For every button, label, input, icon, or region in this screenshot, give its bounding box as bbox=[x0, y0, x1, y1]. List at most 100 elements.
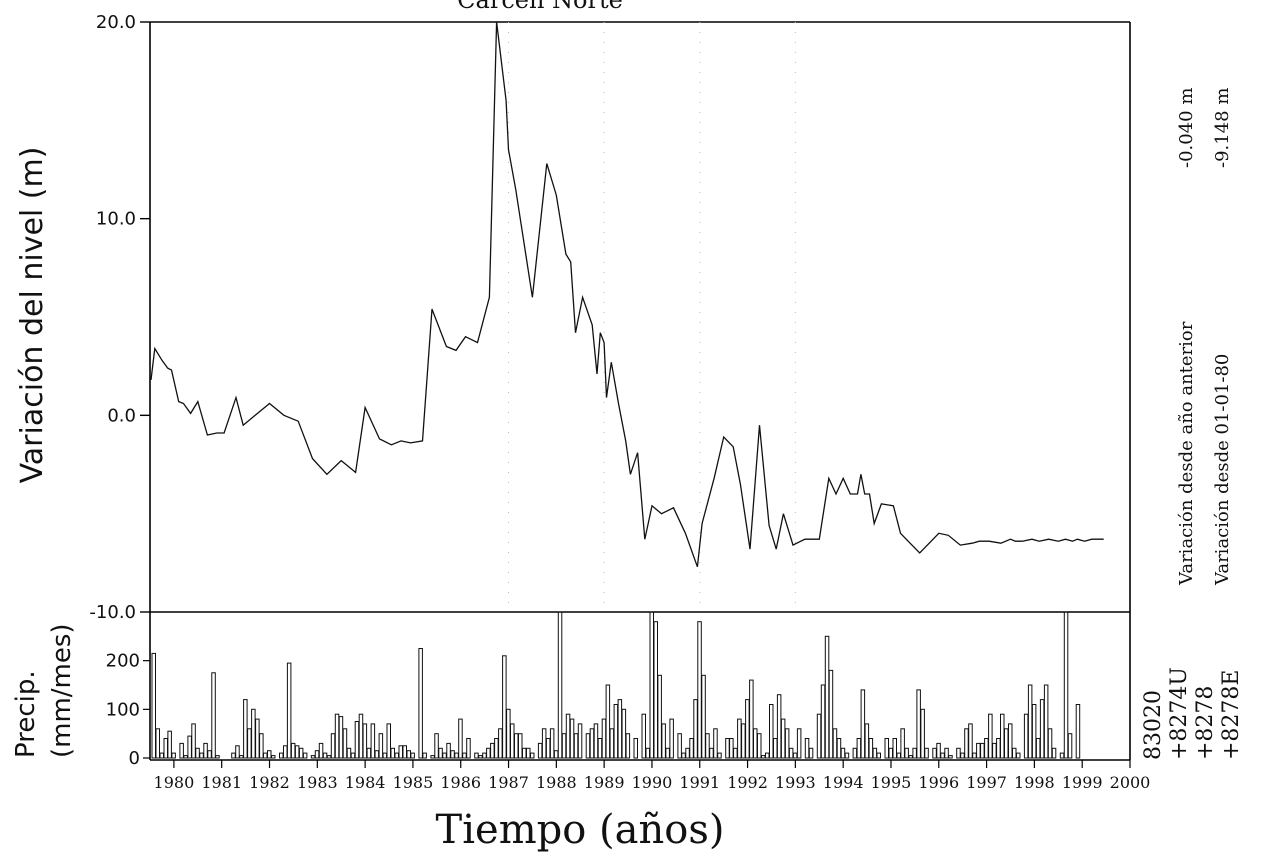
precip-bar bbox=[968, 723, 973, 759]
precip-bar bbox=[183, 755, 188, 759]
precip-bar bbox=[239, 755, 244, 759]
precip-bar bbox=[494, 738, 499, 759]
station-code: +8278E bbox=[1219, 670, 1244, 760]
precip-bar bbox=[621, 708, 627, 759]
precip-bar bbox=[374, 750, 380, 759]
precip-bar bbox=[776, 694, 782, 759]
precip-bar bbox=[976, 742, 981, 759]
precip-bar bbox=[322, 752, 328, 759]
precip-bar bbox=[502, 655, 507, 759]
precip-bar bbox=[577, 723, 583, 759]
precip-bar bbox=[350, 752, 356, 759]
precip-bar bbox=[988, 713, 993, 759]
precip-bar bbox=[749, 679, 754, 759]
precip-bar bbox=[462, 752, 467, 759]
side-label-anterior: Variación desde año anterior bbox=[1176, 321, 1197, 586]
precip-bar bbox=[203, 742, 208, 759]
precip-bar bbox=[980, 742, 985, 759]
precip-bar bbox=[530, 752, 535, 759]
precip-bar bbox=[689, 738, 694, 759]
precip-bar bbox=[625, 733, 631, 759]
precip-bar bbox=[565, 713, 571, 759]
precip-bar bbox=[920, 708, 925, 759]
precip-bar bbox=[286, 662, 292, 759]
precip-bar bbox=[681, 752, 686, 759]
precip-bar bbox=[438, 747, 443, 759]
precip-bar bbox=[171, 752, 176, 759]
precip-bar bbox=[537, 742, 543, 759]
precip-bar bbox=[490, 742, 495, 759]
precip-bar bbox=[1039, 699, 1045, 759]
precip-bar bbox=[601, 718, 607, 759]
precip-bar bbox=[996, 738, 1001, 759]
precip-bar bbox=[892, 738, 897, 759]
precip-bar bbox=[697, 621, 702, 759]
precip-bar bbox=[155, 728, 160, 759]
precip-bar bbox=[302, 752, 308, 759]
precip-bar bbox=[932, 747, 937, 759]
precip-bar bbox=[402, 745, 407, 759]
precip-bar bbox=[729, 738, 734, 759]
precip-bar bbox=[765, 752, 770, 759]
precip-bar bbox=[366, 747, 372, 759]
precip-bar bbox=[773, 738, 778, 759]
precip-bar bbox=[884, 738, 889, 759]
x-axis-title: Tiempo (años) bbox=[436, 807, 725, 853]
station-code: 83020 bbox=[1141, 690, 1166, 760]
precip-bar bbox=[235, 745, 240, 759]
precip-bar bbox=[669, 718, 674, 759]
precip-bar bbox=[1063, 611, 1069, 759]
precip-bar bbox=[466, 738, 471, 759]
precip-bar bbox=[318, 742, 324, 759]
precip-bar bbox=[310, 755, 316, 759]
precip-bar bbox=[1008, 723, 1013, 759]
precip-bar bbox=[888, 747, 893, 759]
precip-bar bbox=[358, 713, 364, 759]
precip-bar bbox=[912, 747, 917, 759]
precip-bar bbox=[378, 733, 384, 759]
precip-bar bbox=[557, 611, 563, 759]
precip-bar bbox=[418, 648, 423, 759]
x-tick-label: 1981 bbox=[201, 773, 242, 792]
precip-bar bbox=[442, 752, 447, 759]
y-tick-label: -10.0 bbox=[89, 602, 136, 623]
precip-bar bbox=[1067, 733, 1073, 759]
precip-bar bbox=[677, 733, 682, 759]
precip-bar bbox=[243, 699, 248, 759]
precip-bar bbox=[705, 733, 710, 759]
precip-bar bbox=[255, 718, 260, 759]
precip-bar bbox=[510, 723, 515, 759]
precip-bar bbox=[362, 723, 368, 759]
precip-bar bbox=[956, 747, 961, 759]
precip-bar bbox=[633, 738, 638, 759]
precip-bar bbox=[541, 728, 547, 759]
x-tick-label: 1993 bbox=[775, 773, 816, 792]
precip-bar bbox=[816, 713, 822, 759]
precip-bar bbox=[267, 750, 272, 759]
precip-bar bbox=[163, 738, 168, 759]
precip-bar bbox=[545, 738, 551, 759]
precip-bar bbox=[840, 747, 846, 759]
precip-bar bbox=[613, 704, 619, 759]
precip-tick-label: 0 bbox=[129, 748, 140, 769]
x-tick-label: 1992 bbox=[727, 773, 768, 792]
x-tick-label: 1990 bbox=[632, 773, 673, 792]
precip-bar bbox=[769, 704, 774, 759]
precip-bar bbox=[1000, 713, 1005, 759]
precip-bar bbox=[187, 735, 192, 759]
precip-bar bbox=[167, 730, 172, 759]
precip-bar bbox=[330, 733, 336, 759]
precip-bar bbox=[868, 738, 874, 759]
precip-bar bbox=[916, 689, 921, 759]
precip-bars bbox=[151, 611, 1081, 759]
side-value-anterior: -0.040 m bbox=[1176, 88, 1197, 168]
precip-bar bbox=[661, 723, 666, 759]
precip-bar bbox=[944, 747, 949, 759]
precip-bar bbox=[406, 750, 411, 759]
precip-bar bbox=[856, 738, 862, 759]
precip-bar bbox=[852, 747, 858, 759]
precip-bar bbox=[569, 718, 575, 759]
precip-bar bbox=[486, 747, 491, 759]
precip-bar bbox=[653, 621, 658, 759]
precip-bar bbox=[1043, 684, 1049, 759]
